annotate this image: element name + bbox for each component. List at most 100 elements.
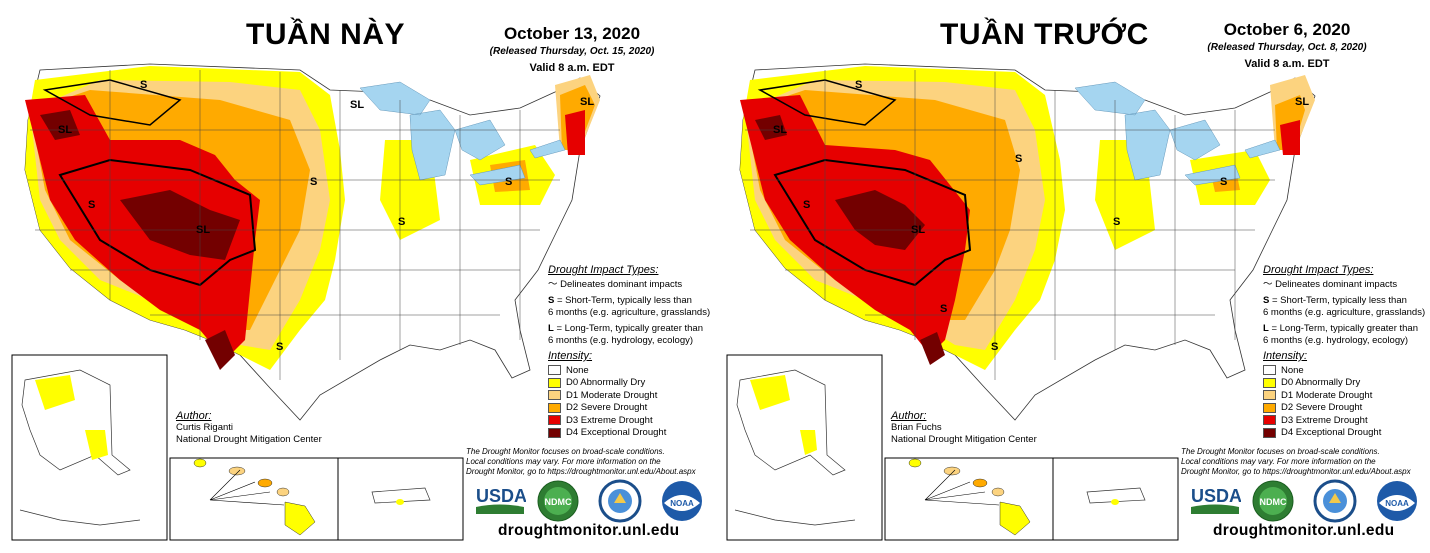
- intensity-legend: Intensity: None D0 Abnormally Dry D1 Mod…: [548, 350, 666, 439]
- legend-item: D2 Severe Drought: [1263, 402, 1381, 415]
- legend-item: D1 Moderate Drought: [1263, 389, 1381, 402]
- site-url[interactable]: droughtmonitor.unl.edu: [1213, 522, 1395, 539]
- impact-line-nw: [757, 79, 897, 126]
- map-label: SL: [1295, 96, 1309, 108]
- map-label: S: [855, 79, 862, 91]
- focus-note: The Drought Monitor focuses on broad-sca…: [1181, 447, 1411, 476]
- legend-item: D2 Severe Drought: [548, 402, 666, 415]
- week-title: TUẦN NÀY: [246, 18, 405, 51]
- noaa-logo: NOAA: [660, 479, 704, 528]
- svg-text:NDMC: NDMC: [1260, 497, 1287, 507]
- week-title: TUẦN TRƯỚC: [940, 18, 1149, 51]
- great-lakes: [1074, 81, 1281, 186]
- state-borders: [28, 70, 560, 380]
- drought-map-panel-this-week: S SL SL S SL S S SL S S S S S: [11, 18, 711, 541]
- svg-text:USDA: USDA: [1191, 486, 1241, 506]
- legend-item: D4 Exceptional Drought: [548, 427, 666, 440]
- map-label: S: [310, 176, 317, 188]
- usda-logo: USDA: [474, 482, 527, 521]
- d4-region-sw: [835, 190, 925, 250]
- impact-heading: Drought Impact Types:: [1263, 264, 1374, 276]
- map-label: SL: [580, 96, 594, 108]
- impact-heading: Drought Impact Types:: [548, 264, 659, 276]
- author-name: Brian Fuchs: [891, 422, 942, 433]
- noaa-logo: NOAA: [1375, 479, 1419, 528]
- alaska-d0: [750, 375, 817, 455]
- svg-text:NOAA: NOAA: [670, 499, 694, 508]
- legend-item: D4 Exceptional Drought: [1263, 427, 1381, 440]
- drought-map-panel-last-week: S SL S S SL S S SL S S S S S: [715, 0, 1430, 553]
- hawaii-islands: [908, 458, 1031, 536]
- map-date: October 6, 2020: [1223, 20, 1351, 39]
- d3-region-ne: [1280, 120, 1300, 155]
- impact-legend: Drought Impact Types: 〜 Delineates domin…: [548, 264, 711, 346]
- legend-item: D3 Extreme Drought: [1263, 414, 1381, 427]
- us-drought-map: S SL SL S SL S S SL S S S S S: [11, 63, 601, 541]
- hawaii-islands: [193, 458, 316, 536]
- map-label: S: [1015, 153, 1022, 165]
- date-header: October 6, 2020 (Released Thursday, Oct.…: [1177, 20, 1397, 70]
- ndmc-logo: NDMC: [1251, 479, 1295, 528]
- intensity-heading: Intensity:: [1263, 350, 1308, 362]
- hawaii-inset: [169, 457, 339, 541]
- author-org: National Drought Mitigation Center: [891, 434, 1037, 445]
- d4-region-sw: [120, 190, 240, 260]
- svg-text:NDMC: NDMC: [545, 497, 572, 507]
- legend-item: None: [1263, 364, 1381, 377]
- impact-line-symbol: 〜: [1263, 279, 1276, 290]
- d4-region-nm: [205, 330, 235, 370]
- hawaii-inset: [884, 457, 1054, 541]
- valid-time: Valid 8 a.m. EDT: [1244, 58, 1330, 70]
- doc-seal-logo: [598, 479, 642, 528]
- map-label: SL: [196, 224, 210, 236]
- impact-line-sw: [773, 158, 972, 287]
- valid-time: Valid 8 a.m. EDT: [529, 62, 615, 74]
- author-org: National Drought Mitigation Center: [176, 434, 322, 445]
- released-date: (Released Thursday, Oct. 8, 2020): [1207, 42, 1367, 53]
- d3-region-ne: [565, 110, 585, 155]
- author-name: Curtis Riganti: [176, 422, 234, 433]
- date-header: October 13, 2020 (Released Thursday, Oct…: [462, 24, 682, 74]
- map-label: S: [505, 176, 512, 188]
- map-label: S: [276, 341, 283, 353]
- puerto-rico-shape: [1086, 487, 1146, 504]
- map-date: October 13, 2020: [503, 24, 641, 43]
- great-lakes: [359, 81, 566, 186]
- impact-line-symbol: 〜: [548, 279, 561, 290]
- doc-seal-logo: [1313, 479, 1357, 528]
- intensity-legend: Intensity: None D0 Abnormally Dry D1 Mod…: [1263, 350, 1381, 439]
- alaska-d0: [35, 375, 108, 460]
- map-label: S: [803, 199, 810, 211]
- impact-legend: Drought Impact Types: 〜 Delineates domin…: [1263, 264, 1426, 346]
- focus-note: The Drought Monitor focuses on broad-sca…: [466, 447, 696, 476]
- released-date: (Released Thursday, Oct. 15, 2020): [489, 46, 655, 57]
- svg-text:USDA: USDA: [476, 486, 526, 506]
- impact-line-nw: [42, 79, 182, 126]
- ndmc-logo: NDMC: [536, 479, 580, 528]
- map-label: S: [1113, 216, 1120, 228]
- puerto-rico-shape: [371, 487, 431, 504]
- d4-region-or: [40, 110, 80, 140]
- legend-item: D1 Moderate Drought: [548, 389, 666, 402]
- impact-line-sw: [58, 158, 257, 287]
- map-label: S: [940, 303, 947, 315]
- legend-item: D0 Abnormally Dry: [548, 377, 666, 390]
- map-label: S: [140, 79, 147, 91]
- legend-item: D0 Abnormally Dry: [1263, 377, 1381, 390]
- map-label: S: [398, 216, 405, 228]
- site-url[interactable]: droughtmonitor.unl.edu: [498, 522, 680, 539]
- d4-region-nm: [920, 332, 945, 365]
- map-label: S: [991, 341, 998, 353]
- state-borders: [743, 70, 1275, 380]
- intensity-heading: Intensity:: [548, 350, 593, 362]
- d4-region-or: [755, 115, 787, 140]
- svg-text:NOAA: NOAA: [1385, 499, 1409, 508]
- map-label: S: [88, 199, 95, 211]
- author-block: Author: Curtis Riganti National Drought …: [176, 410, 322, 445]
- map-label: SL: [58, 124, 72, 136]
- legend-item: None: [548, 364, 666, 377]
- us-drought-map: S SL S S SL S S SL S S S S S: [726, 63, 1316, 541]
- author-block: Author: Brian Fuchs National Drought Mit…: [891, 410, 1037, 445]
- map-label: SL: [773, 124, 787, 136]
- legend-item: D3 Extreme Drought: [548, 414, 666, 427]
